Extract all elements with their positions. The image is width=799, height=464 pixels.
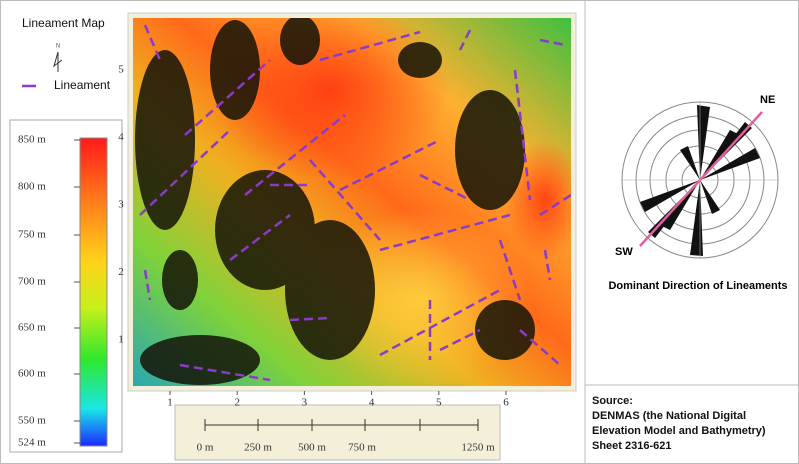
colorbar-label: 550 m	[18, 415, 46, 427]
colorbar-label: 850 m	[18, 134, 46, 146]
elevation-map	[133, 0, 585, 390]
x-tick-label: 3	[302, 397, 308, 409]
x-tick-label: 2	[234, 397, 240, 409]
colorbar-label: 700 m	[18, 276, 46, 288]
x-tick-label: 1	[167, 397, 173, 409]
north-label: N	[56, 44, 60, 50]
scale-label: 0 m	[197, 442, 214, 454]
ne-label: NE	[760, 94, 775, 106]
rose-caption: Dominant Direction of Lineaments	[608, 280, 787, 292]
scale-label: 1250 m	[461, 442, 495, 454]
colorbar-label: 750 m	[18, 229, 46, 241]
source-heading: Source:	[592, 394, 792, 409]
scale-bar-box	[175, 405, 500, 460]
sw-label: SW	[615, 246, 633, 258]
colorbar-label: 650 m	[18, 322, 46, 334]
rose-diagram	[622, 102, 778, 258]
colorbar-label: 600 m	[18, 368, 46, 380]
scale-label: 500 m	[298, 442, 326, 454]
colorbar-label: 800 m	[18, 181, 46, 193]
legend-title: Lineament Map	[22, 16, 105, 30]
page: Lineament Map N Lineament NE SW Dominant…	[0, 0, 799, 464]
scale-label: 750 m	[348, 442, 376, 454]
y-tick-label: 5	[118, 64, 124, 76]
lineament-label: Lineament	[54, 78, 111, 92]
colorbar	[80, 138, 107, 446]
north-arrow	[54, 52, 62, 72]
y-tick-label: 1	[118, 334, 124, 346]
x-tick-label: 6	[503, 397, 509, 409]
x-tick-label: 4	[369, 397, 375, 409]
scale-label: 250 m	[244, 442, 272, 454]
source-text: DENMAS (the National Digital Elevation M…	[592, 409, 792, 454]
source: Source: DENMAS (the National Digital Ele…	[592, 394, 792, 454]
y-tick-label: 3	[118, 199, 124, 211]
colorbar-label: 524 m	[18, 437, 46, 449]
y-tick-label: 2	[118, 266, 124, 278]
y-tick-label: 4	[118, 131, 124, 143]
x-tick-label: 5	[436, 397, 442, 409]
